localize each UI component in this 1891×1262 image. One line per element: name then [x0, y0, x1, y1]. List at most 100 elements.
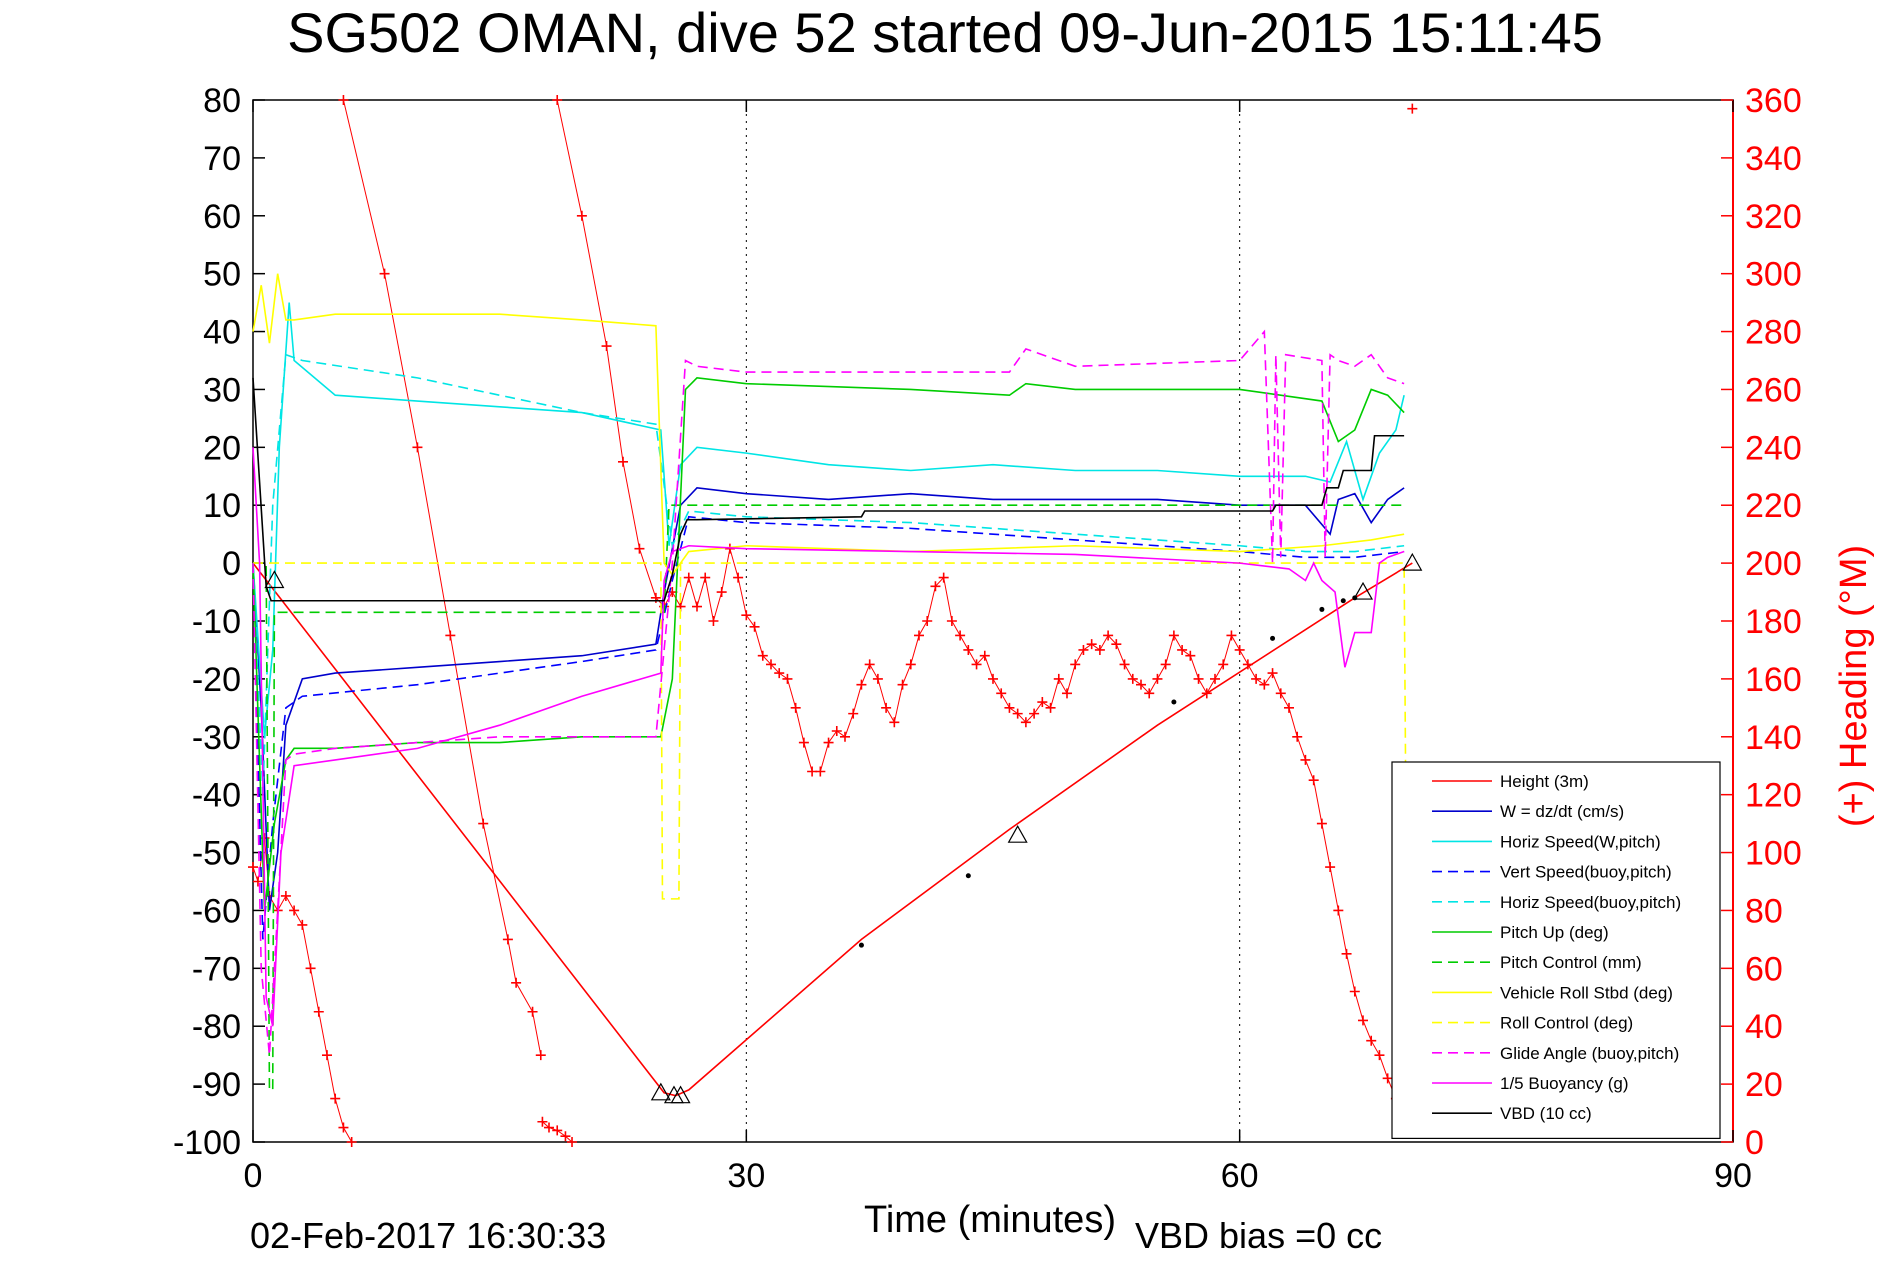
heading-point: [1185, 650, 1196, 661]
right-tick-label: 100: [1745, 835, 1802, 873]
right-tick-label: 240: [1745, 429, 1802, 467]
series-pitch_control: [253, 504, 1405, 1091]
heading-point: [527, 1006, 538, 1017]
right-tick-label: 200: [1745, 545, 1802, 583]
heading-point: [1251, 673, 1262, 684]
heading-point: [1103, 630, 1114, 641]
heading-point: [552, 1125, 563, 1136]
heading-point: [1210, 673, 1220, 684]
right-tick-label: 280: [1745, 314, 1802, 352]
heading-point: [856, 679, 867, 690]
y-tick-label: -100: [173, 1124, 241, 1162]
heading-point: [823, 737, 834, 748]
dot-marker: [1340, 598, 1346, 604]
triangle-marker: [264, 570, 285, 589]
heading-point: [252, 876, 263, 887]
legend-box: [1391, 761, 1721, 1139]
y-tick-label: 40: [203, 314, 241, 352]
heading-point: [757, 650, 768, 661]
heading-point: [535, 1050, 546, 1061]
heading-point: [289, 905, 300, 916]
heading-point: [864, 659, 875, 670]
heading-point: [848, 708, 859, 719]
y-tick-label: -20: [192, 661, 241, 699]
heading-point: [567, 1137, 578, 1147]
heading-point: [1062, 688, 1072, 699]
heading-point: [1037, 697, 1048, 708]
y-tick-label: -40: [192, 777, 241, 815]
right-tick-label: 320: [1745, 198, 1802, 236]
heading-point: [914, 630, 924, 641]
heading-point: [1045, 702, 1056, 713]
dot-marker: [1352, 595, 1358, 601]
y-tick-label: -50: [192, 835, 241, 873]
right-tick-label: 160: [1745, 661, 1802, 699]
heading-point: [1136, 679, 1146, 690]
heading-point: [445, 630, 456, 641]
heading-point: [1119, 659, 1130, 670]
x-tick-label: 30: [727, 1157, 765, 1195]
heading-point: [280, 890, 291, 901]
heading-point: [1160, 659, 1171, 670]
dot-marker: [1319, 606, 1325, 612]
triangle-marker: [650, 1082, 671, 1101]
heading-point: [544, 1122, 554, 1133]
heading-point: [1407, 103, 1418, 114]
heading-point: [741, 610, 752, 621]
y-tick-label: 80: [203, 82, 241, 120]
right-tick-label: 260: [1745, 371, 1802, 409]
right-tick-label: 40: [1745, 1008, 1783, 1046]
heading-point: [576, 210, 587, 221]
right-tick-label: 60: [1745, 950, 1783, 988]
heading-point: [1366, 1035, 1377, 1046]
triangle-marker: [1402, 552, 1423, 571]
x-tick-label: 0: [244, 1157, 263, 1195]
y-tick-label: 0: [222, 545, 241, 583]
legend-entry: W = dz/dt (cm/s): [1500, 802, 1624, 821]
heading-point: [297, 919, 308, 930]
y-tick-label: 50: [203, 256, 241, 294]
heading-point: [1374, 1050, 1385, 1061]
heading-point: [988, 673, 998, 684]
heading-point: [1234, 644, 1245, 655]
heading-point: [1168, 630, 1179, 641]
dot-marker: [858, 942, 864, 948]
heading-point: [790, 702, 801, 713]
legend-entry: Pitch Control (mm): [1500, 953, 1642, 972]
y-tick-label: -60: [192, 892, 241, 930]
heading-point: [1111, 639, 1122, 650]
heading-point: [346, 1137, 357, 1147]
heading-point: [1127, 673, 1138, 684]
heading-point: [1193, 673, 1204, 684]
heading-point: [840, 731, 850, 742]
heading-point: [1094, 644, 1105, 655]
heading-line: [342, 99, 542, 1056]
legend-entry: Vert Speed(buoy,pitch): [1500, 863, 1672, 882]
series-roll_control: [253, 562, 1410, 900]
chart-title: SG502 OMAN, dive 52 started 09-Jun-2015 …: [287, 1, 1603, 64]
legend-entry: 1/5 Buoyancy (g): [1500, 1074, 1629, 1093]
heading-point: [766, 659, 776, 670]
heading-point: [1259, 679, 1270, 690]
heading-point: [313, 1006, 324, 1017]
heading-point: [1292, 731, 1303, 742]
heading-point: [248, 862, 258, 873]
heading-point: [782, 673, 793, 684]
heading-point: [1053, 673, 1064, 684]
heading-point: [1308, 775, 1319, 786]
heading-point: [922, 616, 933, 626]
series-buoyancy: [252, 447, 1405, 1027]
legend-entry: Glide Angle (buoy,pitch): [1500, 1044, 1679, 1063]
right-axis-label: (+) Heading (°M): [1833, 545, 1875, 827]
heading-point: [955, 630, 966, 641]
heading-point: [1012, 708, 1023, 719]
heading-point: [1086, 639, 1097, 650]
y-tick-label: -10: [192, 603, 241, 641]
heading-point: [1300, 754, 1311, 765]
y-tick-label: 10: [203, 487, 241, 525]
triangle-marker: [1007, 824, 1028, 843]
plot-area: 0 30 60 9080706050403020100-10-20-30-40-50-…: [173, 82, 1802, 1195]
triangle-marker: [670, 1085, 691, 1104]
series-w: [252, 487, 1405, 911]
